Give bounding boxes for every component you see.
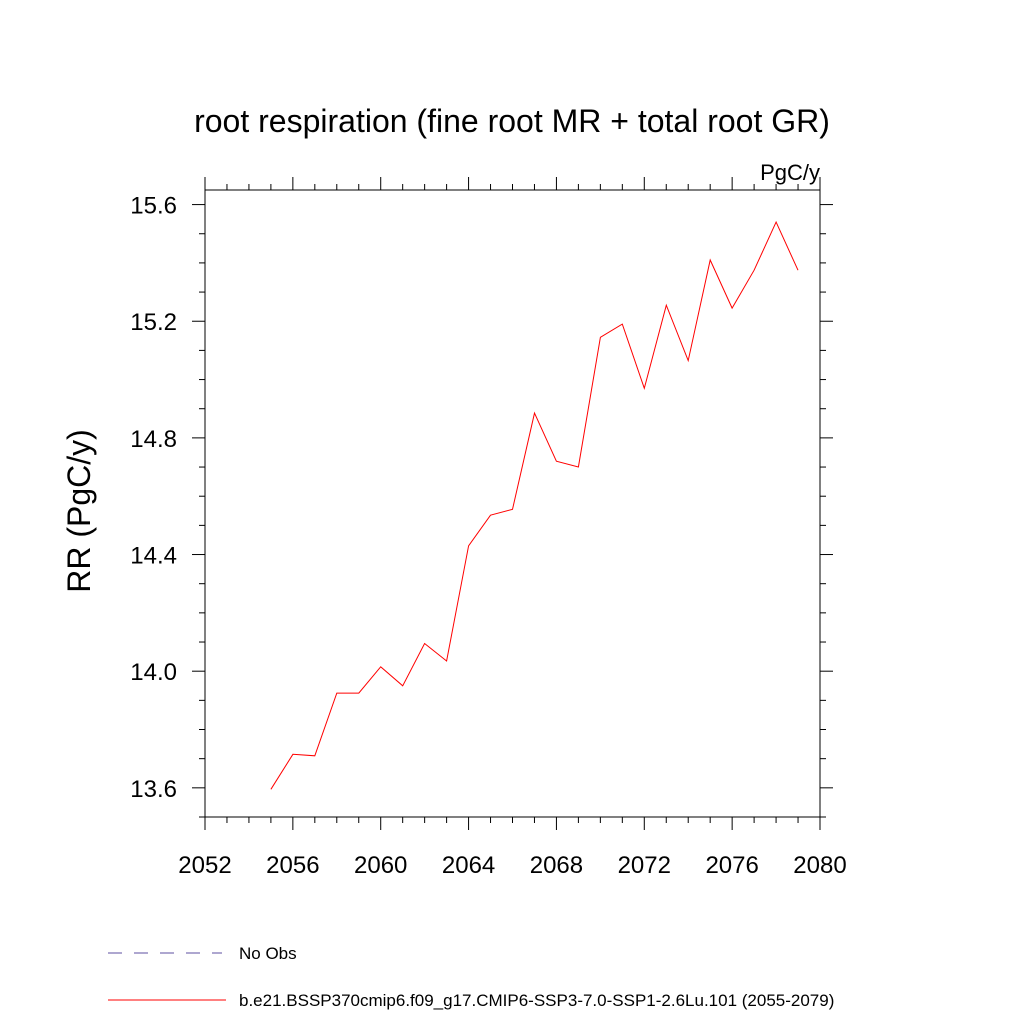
chart-title: root respiration (fine root MR + total r… [194, 103, 830, 139]
x-tick-label: 2080 [793, 852, 846, 879]
plot-frame [204, 189, 821, 818]
y-axis-label: RR (PgC/y) [61, 429, 97, 593]
y-axis: 13.6 14.0 14.4 14.8 15.2 15.6 [130, 193, 833, 818]
x-tick-label: 2076 [705, 852, 758, 879]
legend-label-model-run: b.e21.BSSP370cmip6.f09_g17.CMIP6-SSP3-7.… [239, 991, 834, 1010]
x-axis: 2052 2056 2060 2064 2068 2072 2076 2080 [178, 177, 847, 879]
x-tick-label: 2068 [530, 852, 583, 879]
y-tick-label: 13.6 [130, 776, 177, 803]
legend-label-no-obs: No Obs [239, 944, 297, 963]
legend: No Obs b.e21.BSSP370cmip6.f09_g17.CMIP6-… [108, 944, 834, 1010]
x-tick-label: 2056 [266, 852, 319, 879]
x-tick-label: 2060 [354, 852, 407, 879]
x-tick-label: 2052 [178, 852, 231, 879]
series-line [270, 220, 799, 790]
y-tick-label: 14.4 [130, 543, 177, 570]
x-tick-label: 2072 [618, 852, 671, 879]
series-layer [270, 220, 799, 790]
y-tick-label: 15.2 [130, 309, 177, 336]
y-tick-label: 14.0 [130, 659, 177, 686]
x-tick-label: 2064 [442, 852, 495, 879]
y-tick-label: 15.6 [130, 193, 177, 220]
units-label: PgC/y [760, 160, 820, 185]
y-tick-label: 14.8 [130, 426, 177, 453]
